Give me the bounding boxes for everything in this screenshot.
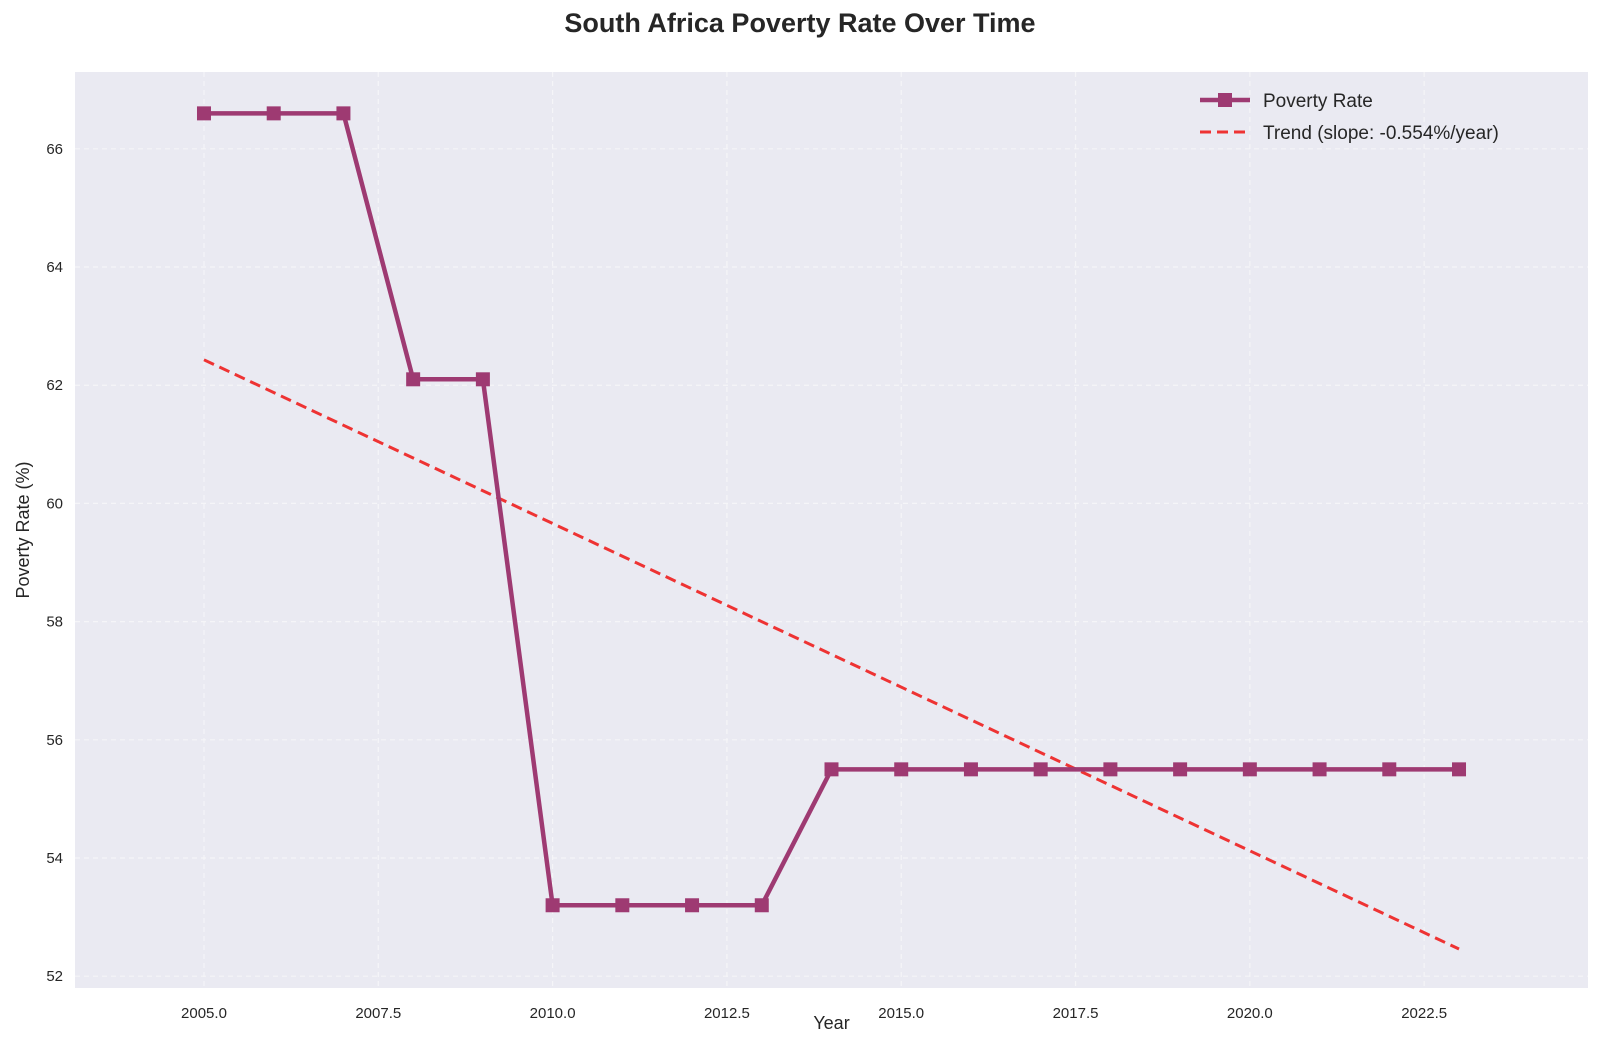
y-tick-label: 56 [46, 732, 63, 749]
data-point-marker [1452, 762, 1467, 777]
x-tick-label: 2010.0 [530, 1005, 576, 1022]
data-point-marker [475, 372, 490, 387]
data-point-marker [545, 898, 560, 913]
data-point-marker [1382, 762, 1397, 777]
grid [75, 72, 1588, 988]
data-point-marker [1103, 762, 1118, 777]
y-tick-label: 64 [46, 259, 63, 276]
legend-marker [1218, 93, 1232, 107]
legend-label-poverty-rate: Poverty Rate [1263, 91, 1373, 112]
x-tick-label: 2022.5 [1401, 1005, 1447, 1022]
y-tick-label: 60 [46, 495, 63, 512]
y-tick-label: 62 [46, 377, 63, 394]
plot-area [75, 72, 1588, 988]
data-point-marker [685, 898, 700, 913]
x-tick-label: 2012.5 [704, 1005, 750, 1022]
data-point-marker [196, 106, 211, 121]
y-axis-ticks: 52 54 56 58 60 62 64 66 [46, 141, 63, 985]
x-axis-label: Year [813, 1013, 849, 1033]
trend-line [203, 358, 1460, 951]
series-group [196, 106, 1467, 951]
data-point-marker [824, 762, 839, 777]
y-tick-label: 54 [46, 850, 63, 867]
x-tick-label: 2007.5 [355, 1005, 401, 1022]
data-point-marker [615, 898, 630, 913]
data-point-marker [963, 762, 978, 777]
legend: Poverty Rate Trend (slope: -0.554%/year) [1200, 91, 1499, 144]
data-point-marker [1242, 762, 1257, 777]
data-point-marker [406, 372, 421, 387]
data-point-marker [336, 106, 351, 121]
x-tick-label: 2015.0 [878, 1005, 924, 1022]
y-tick-label: 66 [46, 141, 63, 158]
y-tick-label: 52 [46, 968, 63, 985]
data-point-marker [1312, 762, 1327, 777]
data-point-marker [1033, 762, 1048, 777]
y-axis-label: Poverty Rate (%) [13, 461, 33, 598]
chart-title: South Africa Poverty Rate Over Time [564, 8, 1036, 38]
x-tick-label: 2017.5 [1053, 1005, 1099, 1022]
x-tick-label: 2005.0 [181, 1005, 227, 1022]
data-point-marker [266, 106, 281, 121]
y-tick-label: 58 [46, 614, 63, 631]
data-point-marker [894, 762, 909, 777]
data-point-marker [1173, 762, 1188, 777]
x-tick-label: 2020.0 [1227, 1005, 1273, 1022]
x-axis-ticks: 2005.0 2007.5 2010.0 2012.5 2015.0 2017.5 2020… [181, 1005, 1447, 1022]
data-point-marker [754, 898, 769, 913]
legend-label-trend: Trend (slope: -0.554%/year) [1263, 123, 1499, 144]
